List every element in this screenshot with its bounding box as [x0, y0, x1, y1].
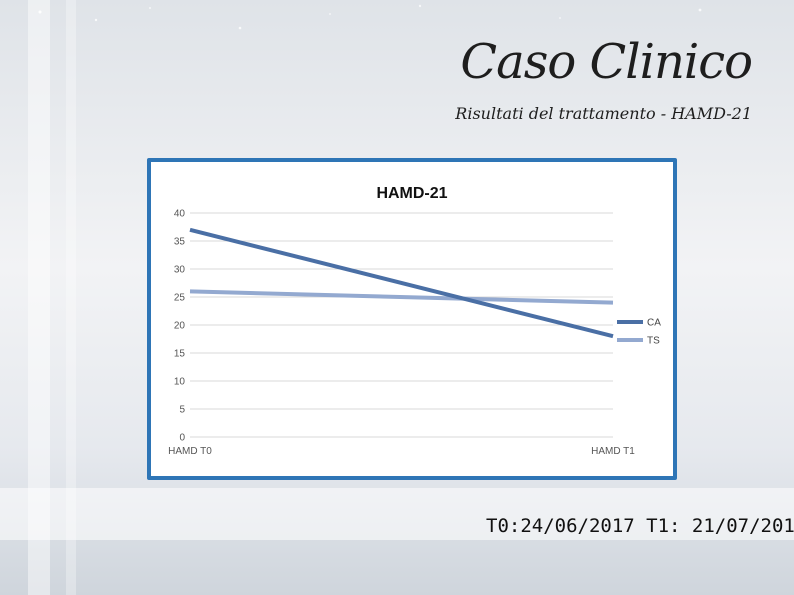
- legend-label-ts: TS: [647, 336, 660, 347]
- y-tick-label-35: 35: [174, 237, 186, 248]
- series-line-ts: [189, 289, 614, 305]
- slide-title: Caso Clinico: [460, 34, 753, 90]
- sparkle-decoration: [38, 4, 702, 30]
- background-stripe-2: [66, 0, 76, 595]
- y-tick-label-30: 30: [174, 265, 186, 276]
- y-tick-label-10: 10: [174, 377, 186, 388]
- legend-label-ca: CA: [647, 318, 661, 329]
- chart-title: HAMD-21: [376, 185, 447, 202]
- hamd-line-chart: HAMD-21 0 5 10 15 20 25 30 35 40 HAMD T0 HAMD T1 CA T…: [168, 185, 661, 457]
- y-tick-label-15: 15: [174, 349, 186, 360]
- y-tick-label-0: 0: [179, 433, 185, 444]
- slide-subtitle: Risultati del trattamento - HAMD-21: [455, 104, 752, 123]
- background-stripe-1: [28, 0, 50, 595]
- y-tick-label-25: 25: [174, 293, 186, 304]
- background-band: [0, 488, 794, 540]
- series-line-ca: [189, 227, 614, 339]
- dates-note: T0:24/06/2017 T1: 21/07/2017: [486, 515, 794, 537]
- y-tick-label-20: 20: [174, 321, 186, 332]
- y-tick-label-5: 5: [179, 405, 185, 416]
- x-tick-label-0: HAMD T0: [168, 446, 212, 457]
- chart-frame: HAMD-21 0 5 10 15 20 25 30 35 40 HAMD T0 HAMD T1 CA T…: [147, 158, 677, 480]
- x-tick-label-1: HAMD T1: [591, 446, 635, 457]
- y-tick-label-40: 40: [174, 209, 186, 220]
